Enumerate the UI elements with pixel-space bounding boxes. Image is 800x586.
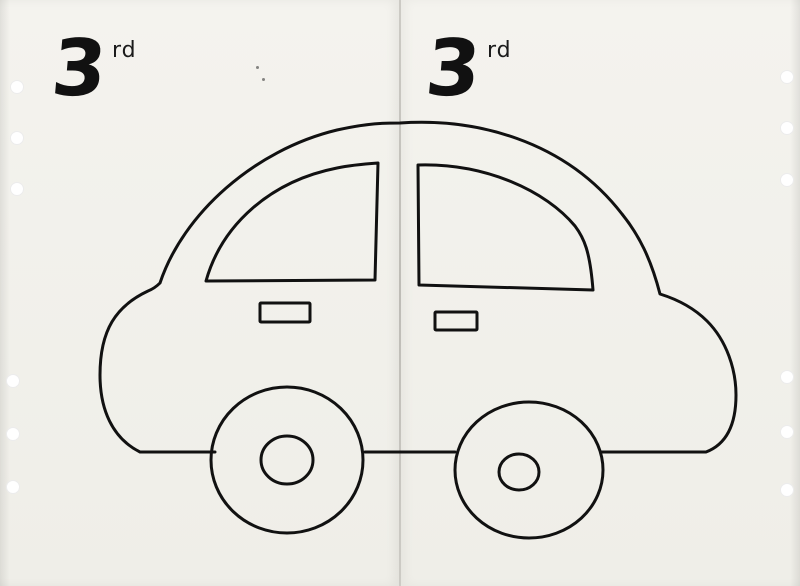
pencil-mark [262, 78, 265, 81]
rear-wheel-outer [453, 400, 605, 540]
pencil-mark [256, 66, 259, 69]
front-wheel-outer [209, 385, 365, 535]
front-window-outline [204, 161, 380, 283]
right-punch-hole [780, 370, 794, 384]
left-punch-hole [6, 427, 20, 441]
front-wheel-inner [259, 434, 315, 486]
right-punch-hole [780, 483, 794, 497]
right-punch-hole [780, 425, 794, 439]
right-page-number-suffix: rd [487, 38, 512, 63]
left-page-number-suffix: rd [112, 38, 137, 63]
rear-wheel-inner [497, 452, 541, 492]
left-page [0, 0, 400, 586]
page-fold-line [399, 0, 401, 586]
left-page-edge-shadow [0, 0, 10, 586]
right-punch-hole [780, 70, 794, 84]
left-punch-hole [6, 374, 20, 388]
car-body-outline [98, 120, 738, 454]
right-punch-hole [780, 173, 794, 187]
left-punch-hole [6, 480, 20, 494]
left-punch-hole [10, 80, 24, 94]
rear-window-outline [416, 163, 595, 292]
left-punch-hole [10, 131, 24, 145]
rear-door-handle [433, 310, 479, 332]
front-door-handle [258, 301, 312, 324]
left-punch-hole [10, 182, 24, 196]
right-punch-hole [780, 121, 794, 135]
